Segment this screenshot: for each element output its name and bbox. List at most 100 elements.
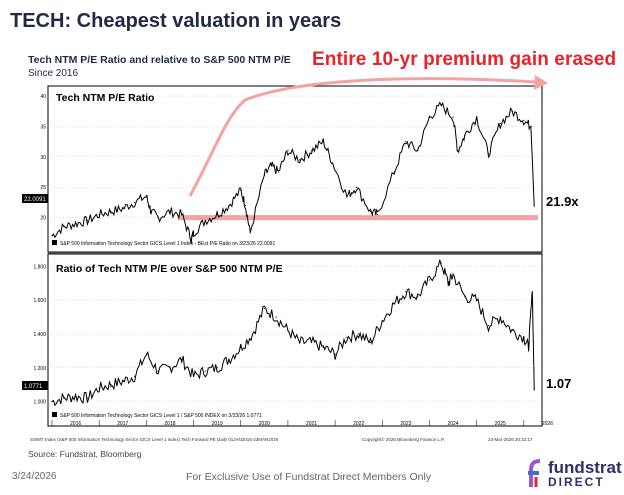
top-data-point — [417, 150, 419, 152]
bottom-data-point — [523, 336, 525, 338]
top-data-point — [51, 235, 53, 237]
bottom-ytick-label: 1.800 — [33, 264, 46, 270]
top-data-point — [63, 226, 65, 228]
top-data-point — [204, 220, 206, 222]
top-data-point — [428, 116, 431, 118]
top-data-point — [157, 217, 159, 219]
bottom-data-point — [157, 370, 159, 372]
bottom-data-point — [51, 400, 53, 403]
bottom-data-point — [464, 296, 466, 298]
bottom-data-point — [63, 397, 65, 399]
footnote-left: SSIMT Index (S&P 500 Information Technol… — [30, 437, 279, 442]
headline-annotation: Entire 10-yr premium gain erased — [312, 49, 617, 70]
top-data-point — [457, 150, 459, 152]
top-data-point — [181, 213, 183, 216]
bottom-ytick-label: 1.000 — [33, 400, 46, 406]
bottom-data-point — [440, 262, 442, 264]
bottom-data-point — [181, 358, 183, 360]
top-ytick-label: 40 — [40, 94, 46, 100]
top-data-point — [169, 210, 171, 213]
bottom-last-value-tag-bg — [22, 381, 48, 390]
bottom-data-point — [358, 333, 360, 335]
top-legend: S&P 500 Information Technology Sector GI… — [60, 241, 275, 247]
footer-note: For Exclusive Use of Fundstrat Direct Me… — [186, 471, 432, 483]
top-data-point — [355, 186, 357, 188]
bottom-end-label: 1.07 — [546, 376, 571, 391]
top-data-point — [277, 171, 280, 173]
arrow-annotation — [188, 77, 536, 197]
top-data-point — [369, 210, 372, 213]
bottom-panel-label: Ratio of Tech NTM P/E over S&P 500 NTM P… — [56, 263, 283, 275]
bottom-data-point — [74, 395, 77, 398]
top-ytick-label: 25 — [40, 185, 46, 191]
xtick-label: 2017 — [117, 421, 128, 427]
bottom-data-point — [133, 375, 136, 377]
top-legend-swatch — [52, 240, 57, 245]
xtick-label: 2025 — [495, 421, 506, 427]
top-data-point — [145, 195, 147, 197]
brand-sub: DIRECT — [548, 475, 605, 489]
footer-date: 3/24/2026 — [12, 471, 57, 482]
bottom-data-point — [299, 341, 301, 344]
top-data-point — [440, 104, 442, 106]
bottom-data-point — [452, 274, 454, 276]
bottom-data-point — [527, 346, 530, 349]
xtick-label: 2022 — [353, 421, 364, 427]
arrow-head-icon — [534, 75, 548, 90]
bottom-data-point — [98, 387, 100, 389]
fundstrat-logo-icon — [528, 459, 541, 487]
xtick-label: 2023 — [400, 421, 411, 427]
chart-title: Tech NTM P/E Ratio and relative to S&P 5… — [28, 54, 291, 66]
top-data-point — [150, 210, 152, 213]
bottom-data-point — [447, 282, 449, 284]
bottom-data-point — [263, 308, 265, 310]
footnote-mid: Copyright© 2026 Bloomberg Finance L.P. — [362, 436, 445, 442]
top-data-point — [240, 189, 242, 191]
bottom-data-point — [110, 384, 112, 386]
bottom-ytick-label: 1.600 — [33, 298, 46, 304]
brand-name: fundstrat — [548, 458, 622, 477]
bottom-data-point — [533, 389, 535, 391]
top-data-point — [476, 116, 478, 118]
bottom-ytick-label: 1.200 — [33, 366, 46, 372]
top-data-point — [452, 116, 454, 118]
bottom-last-value-tag: 1.0771 — [24, 384, 43, 390]
bottom-panel-frame — [47, 253, 543, 427]
slide-title: TECH: Cheapest valuation in years — [10, 10, 342, 32]
xtick-label: 2018 — [164, 421, 175, 427]
top-data-point — [192, 232, 195, 234]
top-data-point — [523, 119, 525, 121]
top-data-point — [533, 205, 535, 207]
bottom-data-point — [476, 299, 478, 301]
bottom-data-point — [310, 341, 313, 344]
bottom-legend-swatch — [52, 412, 57, 417]
bottom-data-point — [228, 358, 230, 360]
top-end-label: 21.9x — [546, 194, 579, 209]
xtick-label: 2024 — [448, 421, 459, 427]
bottom-data-point — [192, 375, 195, 377]
top-data-point — [322, 141, 324, 143]
bottom-data-point — [86, 397, 88, 399]
top-data-point — [346, 195, 348, 197]
bottom-data-point — [417, 296, 419, 298]
bottom-data-point — [275, 316, 277, 318]
bottom-data-point — [499, 316, 501, 318]
top-data-point — [74, 223, 77, 225]
top-last-value-tag: 22.0091 — [24, 197, 46, 203]
top-data-point — [263, 174, 265, 176]
bottom-data-point — [428, 279, 431, 281]
brand-logo: fundstrat DIRECT — [526, 458, 622, 492]
top-data-point — [86, 220, 88, 222]
bottom-data-point — [405, 291, 407, 293]
top-data-point — [228, 204, 230, 207]
xtick-label: 2021 — [306, 421, 317, 427]
top-data-point — [133, 201, 136, 204]
top-data-point — [244, 204, 247, 207]
bottom-plot: 1.000 1.200 1.400 1.600 1.800 2016 2017 2018 201… — [33, 259, 553, 427]
bottom-data-point — [381, 319, 383, 322]
bottom-ytick-label: 1.400 — [33, 332, 46, 338]
bottom-data-point — [511, 330, 513, 332]
xtick-label: 2016 — [70, 421, 81, 427]
bottom-data-point — [487, 324, 490, 327]
